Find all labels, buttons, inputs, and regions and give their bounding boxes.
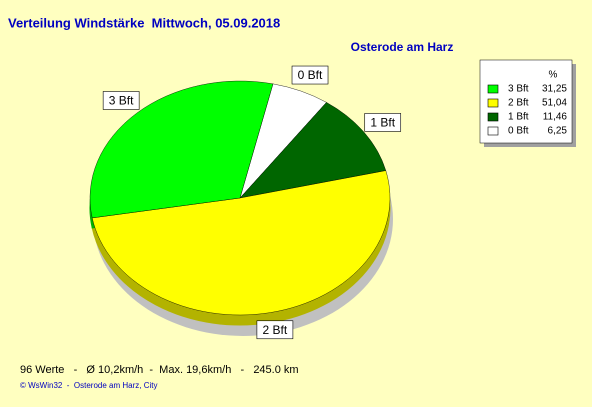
chart-title: Verteilung Windstärke Mittwoch, 05.09.20…	[8, 15, 280, 30]
legend-value: 11,46	[543, 112, 568, 123]
slice-label-box	[102, 91, 140, 110]
pie-slice	[239, 102, 387, 199]
legend-value: 51,04	[542, 98, 567, 109]
legend-value: 31,25	[542, 84, 567, 95]
legend-swatch	[487, 98, 499, 108]
legend-label: 0 Bft	[508, 126, 529, 137]
slice-label: 0 Bft	[298, 68, 323, 82]
legend-header: %	[549, 70, 558, 81]
slice-label-box	[256, 320, 294, 340]
slice-label-box	[364, 113, 402, 132]
legend-swatch	[487, 84, 499, 94]
pie-slice	[89, 80, 274, 219]
slice-label: 3 Bft	[109, 94, 134, 108]
legend-label: 1 Bft	[508, 112, 529, 123]
legend-label: 2 Bft	[508, 98, 529, 109]
slice-label: 1 Bft	[370, 116, 395, 130]
credit: © WsWin32 - Osterode am Harz, City	[20, 381, 157, 390]
legend-swatch	[487, 112, 499, 122]
legend-label: 3 Bft	[508, 84, 529, 95]
footer: 96 Werte - Ø 10,2km/h - Max. 19,6km/h - …	[20, 364, 299, 376]
legend-value: 6,25	[548, 126, 568, 137]
legend-swatch	[487, 126, 499, 136]
slice-label-box	[291, 65, 329, 85]
chart-subtitle: Osterode am Harz	[351, 40, 454, 54]
pie-slice	[91, 170, 391, 316]
slice-label: 2 Bft	[263, 323, 288, 337]
